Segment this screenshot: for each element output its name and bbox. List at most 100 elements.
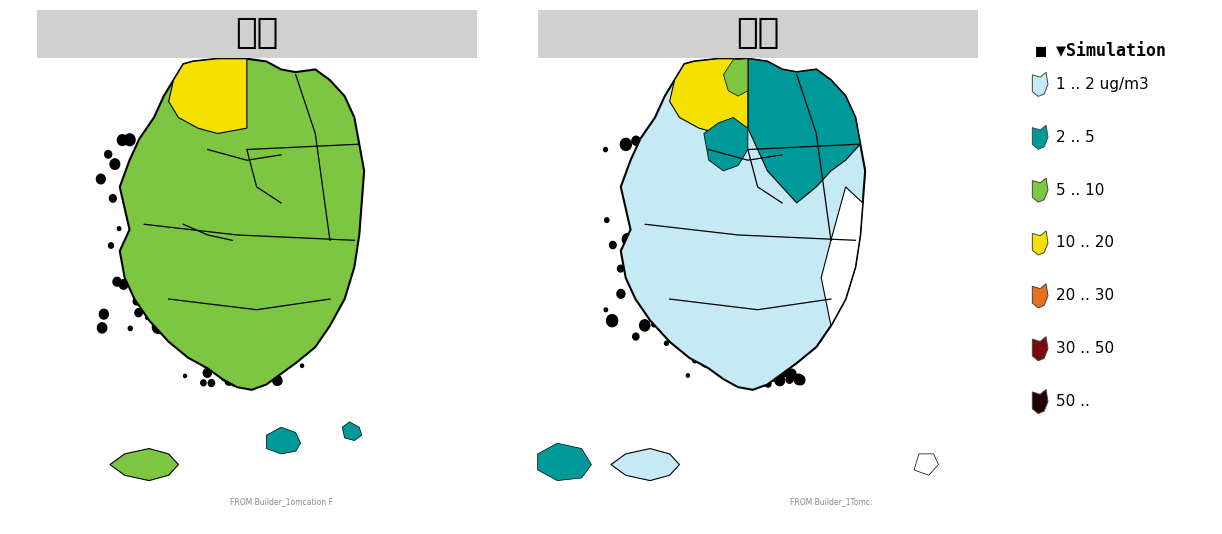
Circle shape — [617, 289, 624, 298]
Circle shape — [796, 352, 802, 358]
Circle shape — [197, 352, 200, 355]
Circle shape — [633, 333, 639, 340]
Circle shape — [664, 176, 672, 185]
Text: 2 .. 5: 2 .. 5 — [1056, 130, 1095, 145]
Circle shape — [727, 371, 731, 374]
Polygon shape — [723, 59, 748, 96]
Text: 1 .. 2 ug/m3: 1 .. 2 ug/m3 — [1056, 77, 1149, 92]
Polygon shape — [1033, 73, 1048, 97]
Circle shape — [632, 136, 640, 145]
Circle shape — [753, 377, 760, 384]
Circle shape — [145, 280, 148, 284]
Circle shape — [225, 376, 233, 385]
Circle shape — [700, 347, 705, 352]
Circle shape — [759, 376, 765, 383]
Circle shape — [134, 309, 142, 317]
Circle shape — [694, 343, 701, 351]
Circle shape — [676, 171, 682, 179]
Circle shape — [632, 202, 642, 214]
Circle shape — [99, 309, 109, 319]
Circle shape — [160, 207, 167, 216]
Circle shape — [242, 370, 251, 380]
Circle shape — [794, 374, 803, 384]
Circle shape — [158, 248, 163, 254]
Circle shape — [621, 138, 632, 151]
Circle shape — [787, 369, 796, 379]
Circle shape — [164, 207, 174, 217]
Circle shape — [208, 380, 215, 387]
Circle shape — [770, 373, 778, 381]
Circle shape — [214, 356, 221, 364]
Circle shape — [624, 261, 633, 271]
Circle shape — [97, 174, 105, 184]
Circle shape — [128, 326, 132, 331]
Circle shape — [666, 148, 677, 161]
Polygon shape — [748, 59, 860, 203]
Circle shape — [667, 202, 677, 213]
Polygon shape — [914, 454, 938, 475]
Circle shape — [251, 373, 260, 383]
Circle shape — [777, 357, 781, 362]
Circle shape — [617, 265, 623, 272]
Circle shape — [225, 349, 232, 358]
Circle shape — [693, 357, 698, 363]
Circle shape — [290, 348, 296, 355]
Circle shape — [159, 137, 165, 144]
Circle shape — [694, 356, 698, 359]
Circle shape — [687, 374, 689, 377]
Circle shape — [105, 151, 111, 158]
Circle shape — [605, 218, 609, 223]
Circle shape — [631, 279, 638, 287]
Circle shape — [612, 321, 616, 324]
Circle shape — [610, 241, 616, 249]
Circle shape — [153, 275, 164, 286]
Circle shape — [667, 174, 672, 179]
Circle shape — [737, 360, 745, 370]
Circle shape — [117, 227, 121, 231]
Text: ■ ▼Simulation: ■ ▼Simulation — [1036, 42, 1166, 60]
Text: 북한: 북한 — [736, 16, 780, 50]
Circle shape — [797, 375, 805, 385]
Circle shape — [220, 347, 224, 351]
Polygon shape — [538, 443, 591, 481]
Circle shape — [765, 381, 771, 387]
Circle shape — [222, 378, 225, 381]
Polygon shape — [1033, 337, 1048, 361]
Circle shape — [125, 134, 136, 146]
Circle shape — [301, 347, 308, 356]
Circle shape — [155, 250, 164, 260]
Circle shape — [142, 175, 150, 184]
Circle shape — [98, 323, 106, 333]
Polygon shape — [169, 59, 247, 134]
Circle shape — [150, 248, 161, 260]
Text: 50 ..: 50 .. — [1056, 394, 1090, 409]
Circle shape — [153, 321, 164, 333]
Circle shape — [238, 372, 243, 377]
Text: FROM Builder_1omcation F: FROM Builder_1omcation F — [230, 498, 332, 506]
Polygon shape — [1033, 390, 1048, 414]
Circle shape — [276, 378, 282, 384]
Polygon shape — [1033, 284, 1048, 308]
Polygon shape — [704, 117, 748, 171]
Circle shape — [778, 358, 786, 367]
Circle shape — [648, 198, 654, 205]
Circle shape — [665, 341, 668, 345]
Circle shape — [638, 273, 645, 281]
Circle shape — [664, 189, 673, 199]
Circle shape — [214, 347, 218, 351]
Circle shape — [155, 177, 163, 184]
Circle shape — [786, 376, 793, 383]
Circle shape — [640, 212, 650, 223]
Circle shape — [240, 346, 247, 353]
Circle shape — [117, 135, 127, 145]
Polygon shape — [110, 449, 178, 481]
Text: 10 .. 20: 10 .. 20 — [1056, 235, 1113, 250]
Circle shape — [631, 208, 635, 214]
Polygon shape — [1033, 178, 1048, 202]
FancyBboxPatch shape — [538, 10, 978, 58]
Circle shape — [120, 280, 128, 289]
Circle shape — [675, 337, 682, 346]
Text: FROM Builder_1Tomc:: FROM Builder_1Tomc: — [789, 498, 873, 506]
Circle shape — [775, 375, 785, 386]
Polygon shape — [342, 422, 362, 441]
